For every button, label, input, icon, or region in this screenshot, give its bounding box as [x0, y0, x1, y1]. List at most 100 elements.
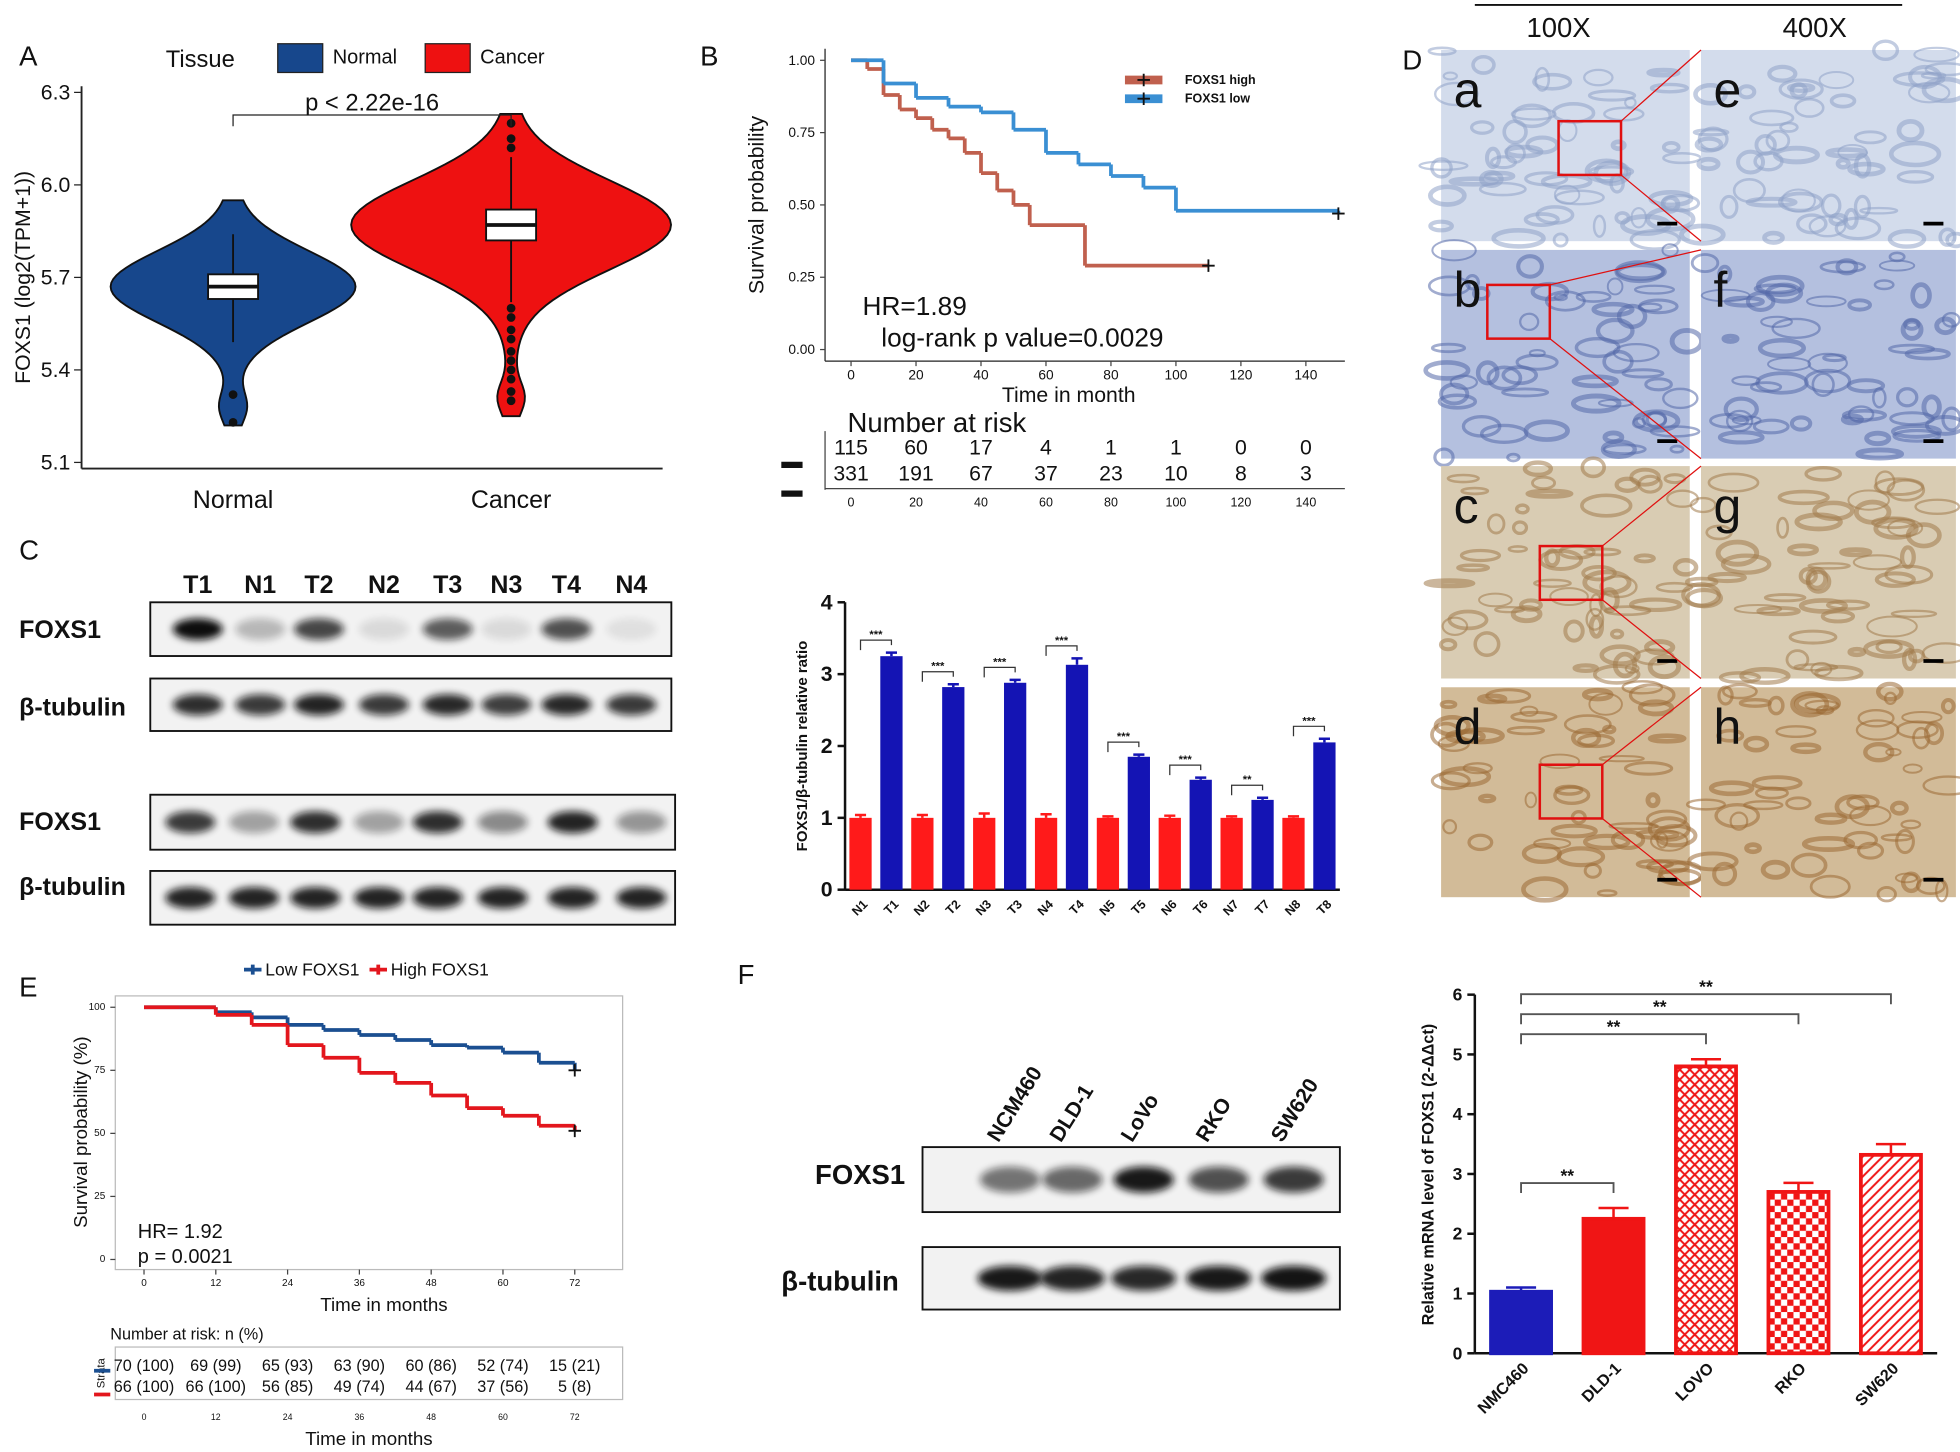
- tissue-texture: [1519, 312, 1540, 332]
- tissue-texture: [1843, 207, 1859, 230]
- tissue-texture: [1767, 64, 1798, 83]
- tissue-texture: [1896, 118, 1925, 143]
- tissue-texture: [1892, 428, 1942, 443]
- tissue-texture: [1448, 176, 1499, 187]
- bar: [1220, 817, 1243, 890]
- blot-band: [616, 887, 667, 909]
- tissue-texture: [1707, 571, 1747, 584]
- tissue-texture: [1633, 553, 1656, 564]
- tissue-texture: [1696, 156, 1721, 172]
- risk-count: 1: [1170, 435, 1182, 459]
- x-tick-label: DLD-1: [1578, 1359, 1625, 1406]
- bar: [1859, 1152, 1923, 1356]
- tissue-texture: [1653, 823, 1698, 848]
- blot-band: [1039, 1265, 1105, 1291]
- bar: [973, 817, 996, 890]
- zoom-line: [1620, 174, 1702, 242]
- blot-band: [1263, 1166, 1324, 1193]
- significance-bracket: [983, 666, 1016, 678]
- outlier: [506, 396, 516, 406]
- y-tick-label: 5.7: [41, 265, 71, 289]
- tissue-texture: [1818, 71, 1855, 90]
- tissue-texture: [1423, 360, 1471, 381]
- y-tick-label: 3: [821, 662, 833, 686]
- error-bar: [978, 812, 990, 818]
- tissue-texture: [1575, 290, 1612, 303]
- tissue-texture: [1900, 819, 1922, 830]
- risk-count: 60 (86): [405, 1357, 456, 1375]
- ihc-image: [1430, 680, 1706, 903]
- tissue-texture: [1637, 302, 1663, 312]
- lane-label: T4: [552, 571, 581, 599]
- tissue-texture: [1486, 513, 1506, 535]
- bar: [1189, 779, 1212, 890]
- tissue-texture: [1723, 295, 1765, 308]
- tissue-texture: [1875, 681, 1904, 702]
- tissue-texture: [1501, 387, 1550, 398]
- tissue-texture: [1771, 317, 1821, 340]
- x-tick-label: RKO: [1772, 1359, 1810, 1397]
- annotation: HR= 1.92: [138, 1221, 223, 1243]
- risk-x-tick-label: 36: [355, 1412, 365, 1422]
- tissue-texture: [1553, 184, 1581, 205]
- x-tick-label: N1: [849, 897, 870, 918]
- ihc-panel-label: a: [1454, 62, 1482, 118]
- tissue-texture: [1592, 214, 1607, 238]
- x-tick-label: T8: [1314, 897, 1334, 917]
- risk-x-tick-label: 20: [909, 495, 923, 509]
- tissue-texture: [1504, 143, 1526, 164]
- tissue-texture: [1523, 212, 1560, 228]
- tissue-texture: [1478, 793, 1497, 804]
- risk-x-tick-label: 100: [1166, 495, 1187, 509]
- risk-count: 5 (8): [558, 1378, 591, 1396]
- risk-x-tick-label: 80: [1104, 495, 1118, 509]
- outlier: [506, 325, 516, 335]
- significance-label: ***: [993, 656, 1007, 668]
- blot-band: [541, 694, 592, 716]
- tissue-texture: [1829, 93, 1857, 109]
- panel-label: B: [700, 41, 718, 72]
- tissue-texture: [1471, 54, 1496, 75]
- blot-band: [1113, 1166, 1174, 1193]
- tissue-texture: [1501, 365, 1539, 386]
- tissue-texture: [1525, 135, 1560, 155]
- blot-band: [1186, 1265, 1252, 1291]
- tissue-texture: [1580, 493, 1633, 518]
- tissue-texture: [1647, 733, 1687, 744]
- tissue-texture: [1825, 599, 1871, 611]
- error-bar: [916, 813, 928, 818]
- ihc-image: [1685, 681, 1960, 903]
- tissue-texture: [1486, 365, 1523, 391]
- tissue-texture: [1647, 654, 1682, 680]
- blot-band: [1261, 1265, 1327, 1291]
- y-tick-label: 0: [821, 878, 833, 902]
- error-bar: [1256, 796, 1269, 800]
- tissue-texture: [1646, 67, 1681, 78]
- y-tick-label: 0.00: [788, 342, 815, 357]
- risk-count: 331: [833, 462, 868, 486]
- tissue-texture: [1889, 800, 1909, 816]
- risk-table-title: Number at risk: [848, 407, 1027, 438]
- tissue-texture: [1743, 800, 1784, 811]
- blot-band: [481, 694, 532, 716]
- tissue-texture: [1583, 862, 1602, 879]
- outlier: [506, 365, 516, 375]
- tissue-texture: [1461, 415, 1502, 438]
- annotation: HR=1.89: [863, 291, 967, 321]
- outlier: [506, 313, 516, 322]
- y-tick-label: 0.50: [788, 197, 815, 212]
- blot-band: [606, 694, 657, 716]
- tissue-texture: [1719, 194, 1739, 219]
- tissue-texture: [1631, 417, 1647, 429]
- tissue-texture: [1796, 213, 1828, 235]
- tissue-texture: [1571, 374, 1619, 389]
- tissue-texture: [1855, 447, 1905, 461]
- x-tick-label: N2: [911, 897, 932, 918]
- tissue-texture: [1785, 649, 1810, 671]
- tissue-texture: [1808, 215, 1847, 238]
- tissue-texture: [1623, 761, 1674, 776]
- error-bar: [1226, 815, 1238, 818]
- tissue-texture: [1479, 423, 1529, 445]
- y-tick-label: 1: [821, 806, 833, 830]
- tissue-texture: [1801, 835, 1856, 853]
